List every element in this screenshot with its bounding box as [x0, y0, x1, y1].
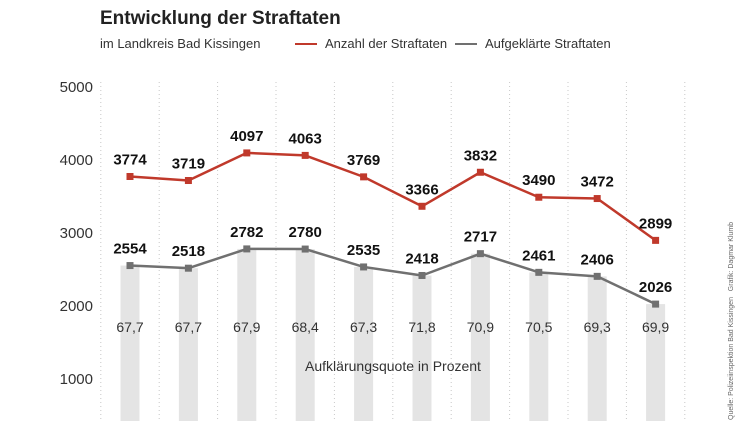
data-point-aufgeklaert	[476, 250, 484, 258]
quote-bar	[178, 268, 198, 421]
data-label-aufgeklaert: 2026	[639, 279, 672, 296]
chart-title: Entwicklung der Straftaten	[100, 8, 341, 29]
quote-label: 69,3	[584, 319, 611, 335]
data-point-straftaten	[301, 151, 309, 159]
data-label-straftaten: 4063	[289, 130, 322, 147]
quote-bar	[646, 304, 666, 421]
quote-label: 68,4	[292, 319, 319, 335]
data-label-aufgeklaert: 2780	[289, 224, 322, 241]
data-label-aufgeklaert: 2461	[522, 247, 555, 264]
quote-bar	[529, 272, 549, 421]
quote-label: 70,5	[525, 319, 552, 335]
quote-bar	[412, 275, 432, 421]
quote-label: 67,7	[175, 319, 202, 335]
quote-caption: Aufklärungsquote in Prozent	[305, 358, 481, 374]
data-point-aufgeklaert	[126, 262, 134, 270]
quote-bar	[295, 249, 315, 421]
data-label-straftaten: 4097	[230, 128, 263, 145]
series-line-aufgeklaert	[129, 247, 657, 306]
data-label-aufgeklaert: 2554	[113, 241, 147, 258]
data-label-aufgeklaert: 2518	[172, 243, 205, 260]
y-tick-label: 3000	[60, 225, 93, 242]
data-point-straftaten	[418, 202, 426, 210]
data-point-straftaten	[535, 193, 543, 201]
data-point-straftaten	[360, 173, 368, 181]
data-label-straftaten: 3490	[522, 172, 555, 189]
data-label-aufgeklaert: 2418	[405, 250, 438, 267]
credit-source: Quelle: Polizeiinspektion Bad Kissingen	[728, 297, 735, 420]
chart-subtitle: im Landkreis Bad Kissingen	[100, 36, 261, 51]
data-point-straftaten	[652, 236, 660, 244]
data-label-straftaten: 3769	[347, 152, 380, 169]
data-label-aufgeklaert: 2717	[464, 229, 497, 246]
data-point-straftaten	[243, 149, 251, 157]
data-point-straftaten	[126, 172, 134, 180]
data-point-aufgeklaert	[535, 268, 543, 276]
quote-bar	[587, 276, 607, 421]
data-label-straftaten: 3719	[172, 156, 205, 173]
y-tick-label: 5000	[60, 79, 93, 96]
legend-label-aufgeklaert: Aufgeklärte Straftaten	[485, 36, 611, 51]
quote-label: 71,8	[408, 319, 435, 335]
series-line-straftaten	[129, 151, 657, 242]
legend-swatch-grey	[455, 42, 477, 45]
data-label-straftaten: 3774	[113, 151, 147, 168]
legend-item-straftaten: Anzahl der Straftaten	[295, 36, 447, 51]
data-point-aufgeklaert	[593, 272, 601, 280]
data-point-aufgeklaert	[243, 245, 251, 253]
legend-item-aufgeklaert: Aufgeklärte Straftaten	[455, 36, 611, 51]
data-label-aufgeklaert: 2535	[347, 242, 380, 259]
quote-label: 67,3	[350, 319, 377, 335]
data-point-straftaten	[593, 195, 601, 203]
legend-swatch-red	[295, 42, 317, 45]
quote-label: 69,9	[642, 319, 669, 335]
quote-label: 70,9	[467, 319, 494, 335]
y-tick-label: 1000	[60, 371, 93, 388]
data-point-aufgeklaert	[418, 271, 426, 279]
quote-label: 67,9	[233, 319, 260, 335]
quote-bar	[237, 248, 257, 421]
data-label-straftaten: 2899	[639, 215, 672, 232]
data-label-aufgeklaert: 2406	[581, 251, 614, 268]
quote-bar	[354, 266, 374, 421]
data-label-straftaten: 3472	[581, 174, 614, 191]
quote-label: 67,7	[116, 319, 143, 335]
legend-label-straftaten: Anzahl der Straftaten	[325, 36, 448, 51]
y-tick-label: 2000	[60, 298, 93, 315]
quote-bar	[120, 265, 140, 421]
data-point-aufgeklaert	[301, 245, 309, 253]
y-tick-label: 4000	[60, 152, 93, 169]
data-point-aufgeklaert	[652, 300, 660, 308]
data-point-straftaten	[476, 168, 484, 176]
data-label-aufgeklaert: 2782	[230, 224, 263, 241]
credit-graphic: Grafik: Dagmar Klumb	[728, 221, 735, 292]
quote-bar	[470, 253, 490, 421]
data-label-straftaten: 3366	[405, 181, 438, 198]
data-point-aufgeklaert	[184, 264, 192, 272]
data-label-straftaten: 3832	[464, 147, 497, 164]
data-point-straftaten	[184, 177, 192, 185]
data-point-aufgeklaert	[360, 263, 368, 271]
chart-credit: Quelle: Polizeiinspektion Bad Kissingen …	[728, 222, 735, 420]
